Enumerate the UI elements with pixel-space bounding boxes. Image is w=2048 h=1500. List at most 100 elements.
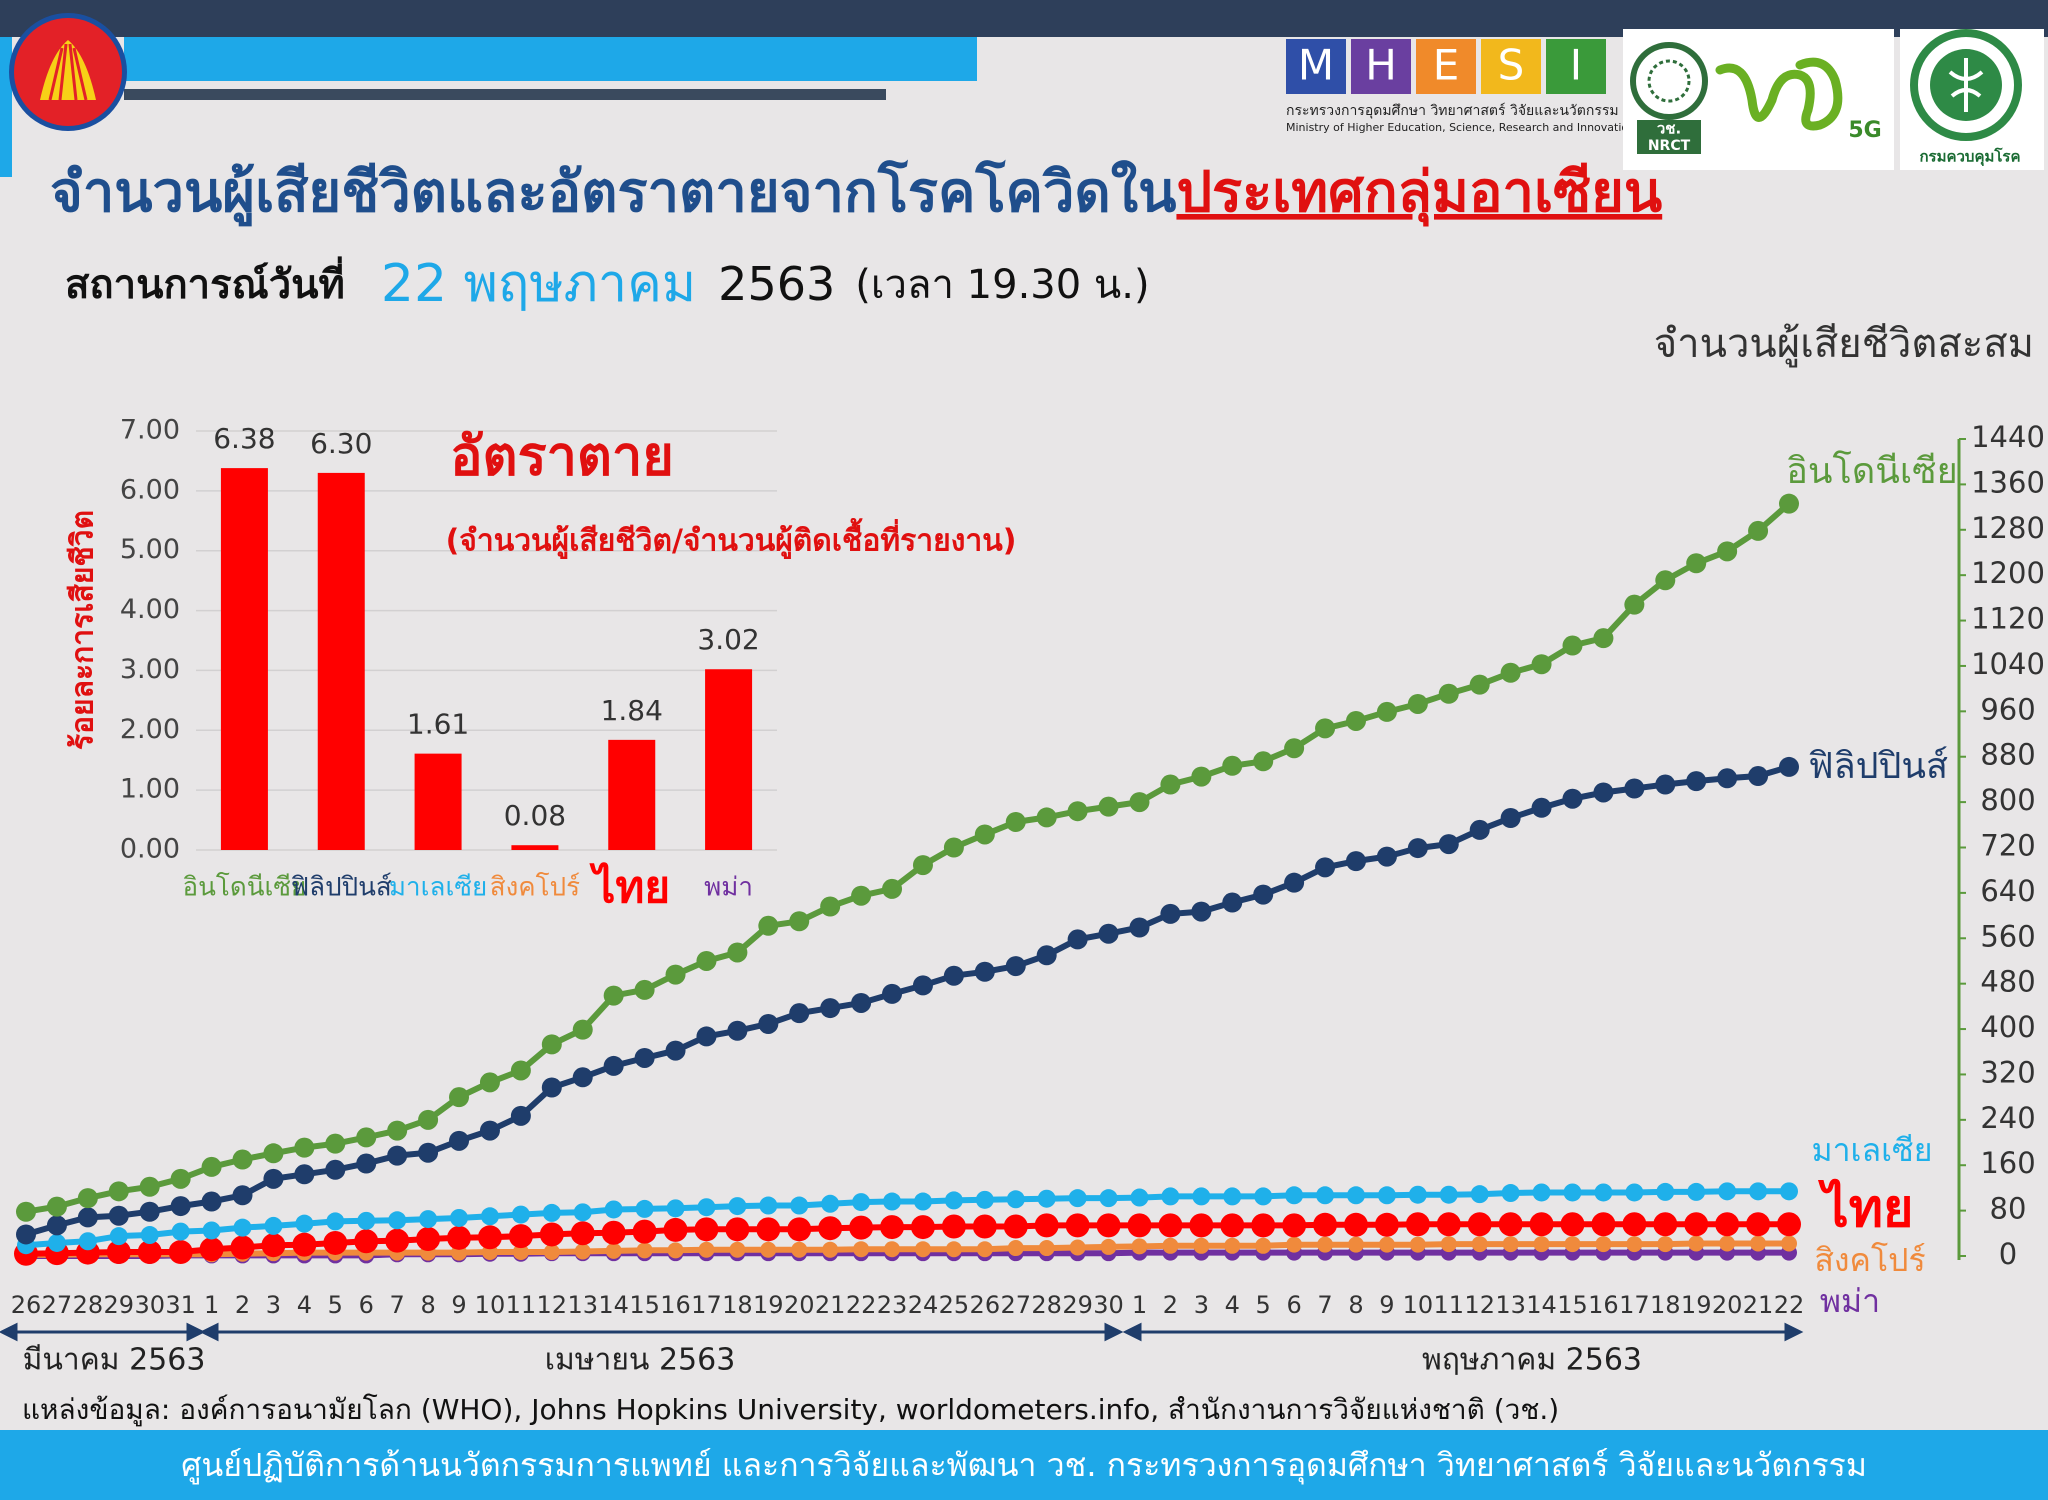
page-title: จำนวนผู้เสียชีวิตและอัตราตายจากโรคโควิดใ…	[50, 159, 1662, 227]
data-point	[1099, 1189, 1118, 1208]
x-tick-label: 7	[1317, 1291, 1332, 1319]
data-point	[1440, 1236, 1457, 1253]
data-point	[1378, 1236, 1395, 1253]
data-point	[1533, 1236, 1550, 1253]
data-point	[820, 896, 841, 917]
data-point	[944, 1191, 963, 1210]
x-tick-label: 31	[165, 1291, 196, 1319]
data-point	[1563, 1183, 1582, 1202]
data-point	[1376, 701, 1397, 722]
data-point	[387, 1120, 408, 1141]
data-point	[912, 855, 933, 876]
y-tick-label: 560	[1980, 919, 2035, 953]
data-point	[698, 1241, 715, 1258]
data-point	[1467, 1212, 1492, 1237]
x-tick-label: 11	[1433, 1291, 1464, 1319]
situation-label: สถานการณ์วันที่	[65, 256, 345, 308]
data-point	[1316, 1186, 1335, 1205]
x-tick-label: 29	[104, 1291, 135, 1319]
data-point	[696, 950, 717, 971]
data-point	[1315, 718, 1336, 739]
x-tick-label: ฟิลิปปินส์	[291, 873, 392, 903]
data-point	[1191, 901, 1212, 922]
y-tick-label: 0.00	[120, 834, 180, 865]
data-point	[1343, 1212, 1368, 1237]
y-tick-label: 4.00	[120, 594, 180, 625]
data-point	[1160, 774, 1181, 795]
x-tick-label: 8	[1348, 1291, 1363, 1319]
data-point	[263, 1143, 284, 1164]
mhesi-square	[1546, 39, 1606, 94]
data-point	[447, 1225, 472, 1250]
data-point	[512, 1244, 529, 1261]
data-point	[1626, 1236, 1643, 1253]
data-point	[542, 1203, 561, 1222]
data-point	[1158, 1213, 1183, 1238]
data-point	[1715, 1212, 1740, 1237]
data-point	[1223, 1187, 1242, 1206]
data-point	[1407, 693, 1428, 714]
y-tick-label: 880	[1980, 738, 2035, 772]
data-point	[1005, 956, 1026, 977]
data-point	[1439, 1185, 1458, 1204]
data-point	[1780, 1182, 1798, 1201]
x-tick-label: พม่า	[704, 873, 753, 903]
data-point	[449, 1130, 470, 1151]
data-point	[787, 1217, 812, 1242]
arrow-head	[1104, 1322, 1124, 1342]
y-tick-label: 320	[1980, 1055, 2035, 1089]
x-tick-label: 30	[1093, 1291, 1124, 1319]
data-point	[261, 1233, 286, 1258]
data-point	[636, 1242, 653, 1259]
mhesi-square	[1481, 39, 1541, 94]
data-point	[1655, 570, 1676, 591]
data-point	[477, 1225, 502, 1250]
bar	[317, 472, 365, 850]
x-tick-label: 16	[1588, 1291, 1619, 1319]
data-point	[634, 1047, 655, 1068]
data-point	[264, 1216, 283, 1235]
data-point	[1407, 838, 1428, 859]
data-point	[791, 1241, 808, 1258]
bar	[608, 739, 656, 850]
data-point	[1624, 778, 1645, 799]
data-point	[77, 1188, 98, 1209]
x-tick-label: 30	[134, 1291, 165, 1319]
value-label: 1.84	[601, 694, 663, 727]
x-tick-label: 12	[537, 1291, 568, 1319]
x-tick-label: 19	[1681, 1291, 1712, 1319]
blue-band	[124, 37, 977, 81]
situation-date: 22 พฤษภาคม	[381, 254, 696, 314]
data-point	[1562, 635, 1583, 656]
bar	[220, 468, 268, 850]
data-point	[758, 915, 779, 936]
x-tick-label: 8	[420, 1291, 435, 1319]
data-point	[729, 1241, 746, 1258]
x-tick-label: 14	[1526, 1291, 1557, 1319]
data-point	[1718, 1182, 1737, 1201]
data-point	[1564, 1236, 1581, 1253]
data-point	[880, 1215, 905, 1240]
data-point	[853, 1241, 870, 1258]
data-point	[1781, 1235, 1797, 1252]
data-point	[1688, 1235, 1705, 1252]
x-tick-label: 15	[629, 1291, 660, 1319]
x-tick-label: 25	[939, 1291, 970, 1319]
data-point	[325, 1133, 346, 1154]
data-point	[1595, 1236, 1612, 1253]
x-tick-label: 6	[359, 1291, 374, 1319]
y-tick-label: 6.00	[120, 474, 180, 505]
data-point	[1686, 771, 1707, 792]
data-point	[849, 1215, 874, 1240]
data-point	[665, 1040, 686, 1061]
data-point	[1687, 1182, 1706, 1201]
data-point	[975, 1190, 994, 1209]
data-point	[16, 1224, 36, 1245]
data-point	[1436, 1212, 1461, 1237]
data-point	[388, 1211, 407, 1230]
ddc-label: กรมควบคุมโรค	[1919, 147, 2020, 167]
situation-year: 2563	[718, 257, 835, 311]
x-tick-label: 20	[784, 1291, 815, 1319]
data-point	[385, 1228, 410, 1253]
dark-band	[124, 89, 886, 100]
